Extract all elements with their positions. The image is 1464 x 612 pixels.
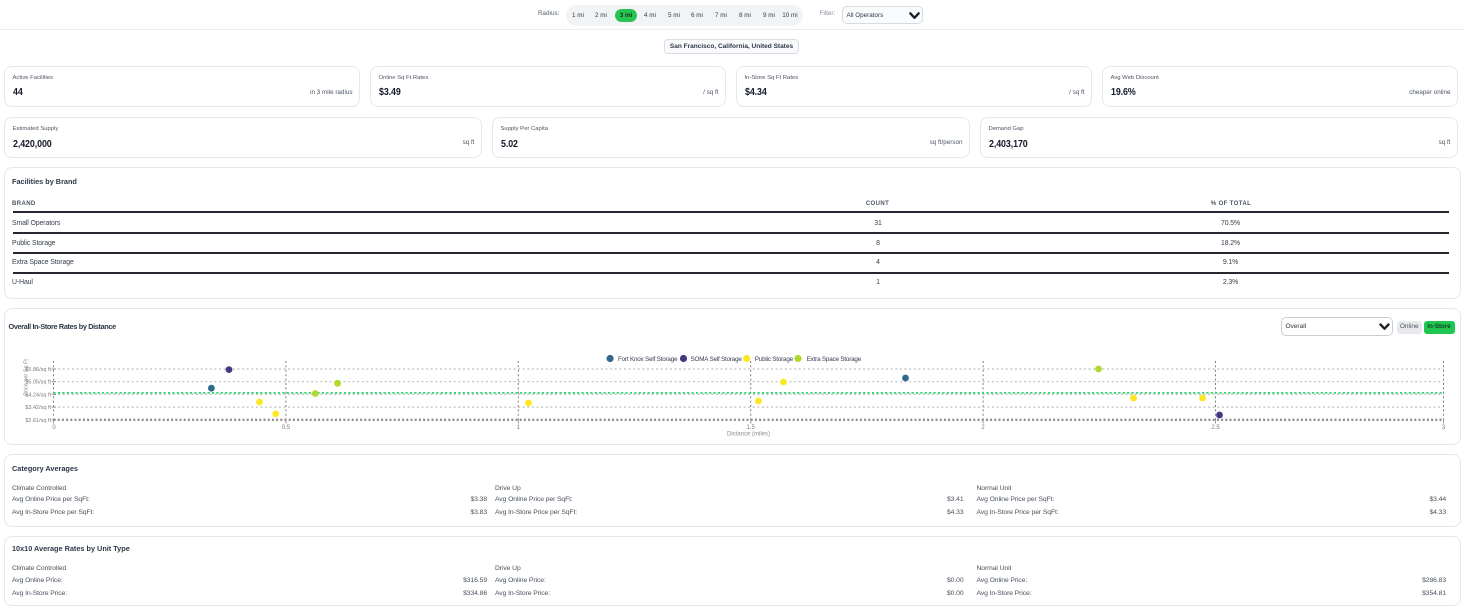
svg-text:2: 2 [981,425,985,431]
svg-text:$2.61/sq ft: $2.61/sq ft [25,418,51,424]
svg-text:Fort Knox Self Storage: Fort Knox Self Storage [618,356,678,363]
svg-text:Extra Space Storage: Extra Space Storage [806,356,861,363]
svg-text:2.5: 2.5 [1211,425,1220,431]
svg-text:3: 3 [1441,425,1445,431]
svg-text:0.5: 0.5 [281,425,290,431]
svg-text:$5.05/sq ft: $5.05/sq ft [25,380,51,386]
svg-text:Distance (miles): Distance (miles) [726,431,769,437]
svg-text:$3.42/sq ft: $3.42/sq ft [25,405,51,411]
svg-text:1: 1 [516,425,520,431]
svg-text:Price per Sq Ft: Price per Sq Ft [23,359,29,396]
svg-text:0: 0 [52,425,56,431]
svg-text:1.5: 1.5 [746,425,755,431]
svg-text:SOMA Self Storage: SOMA Self Storage [690,356,742,363]
svg-text:$5.86/sq ft: $5.86/sq ft [25,367,51,373]
svg-text:$4.24/sq ft: $4.24/sq ft [25,392,51,398]
svg-text:Public Storage: Public Storage [754,356,793,363]
